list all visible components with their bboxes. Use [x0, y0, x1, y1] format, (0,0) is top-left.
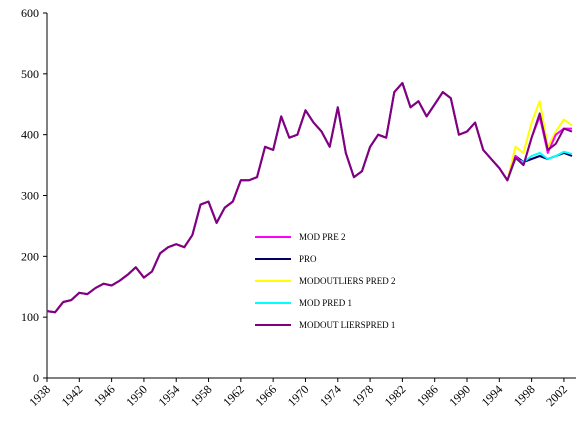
x-tick-label: 1994 [479, 382, 506, 409]
legend-label: PRO [299, 254, 317, 264]
x-tick-label: 1982 [382, 382, 409, 409]
x-tick-label: 1978 [349, 382, 376, 409]
x-tick-label: 1950 [123, 382, 150, 409]
x-tick-label: 1970 [285, 382, 312, 409]
legend-label: MODOUT LIERSPRED 1 [299, 320, 395, 330]
x-tick-label: 1942 [59, 382, 86, 409]
y-tick-label: 300 [21, 189, 39, 203]
x-tick-label: 1962 [220, 382, 247, 409]
x-tick-label: 1954 [155, 382, 182, 409]
y-tick-label: 500 [21, 67, 39, 81]
series-line [46, 82, 573, 314]
y-tick-label: 100 [21, 310, 39, 324]
y-tick-label: 200 [21, 249, 39, 263]
legend-label: MOD PRED 1 [299, 298, 352, 308]
x-tick-label: 2002 [543, 382, 570, 409]
x-tick-label: 1990 [446, 382, 473, 409]
x-tick-label: 1938 [26, 382, 53, 409]
legend-label: MOD PRE 2 [299, 232, 346, 242]
y-tick-label: 600 [21, 6, 39, 20]
x-tick-label: 1986 [414, 382, 441, 409]
y-tick-label: 400 [21, 128, 39, 142]
x-tick-label: 1946 [91, 382, 118, 409]
x-tick-label: 1966 [252, 382, 279, 409]
x-tick-label: 1974 [317, 382, 344, 409]
x-tick-label: 1998 [511, 382, 538, 409]
legend-label: MODOUTLIERS PRED 2 [299, 276, 396, 286]
y-tick-label: 0 [33, 371, 39, 385]
x-tick-label: 1958 [188, 382, 215, 409]
